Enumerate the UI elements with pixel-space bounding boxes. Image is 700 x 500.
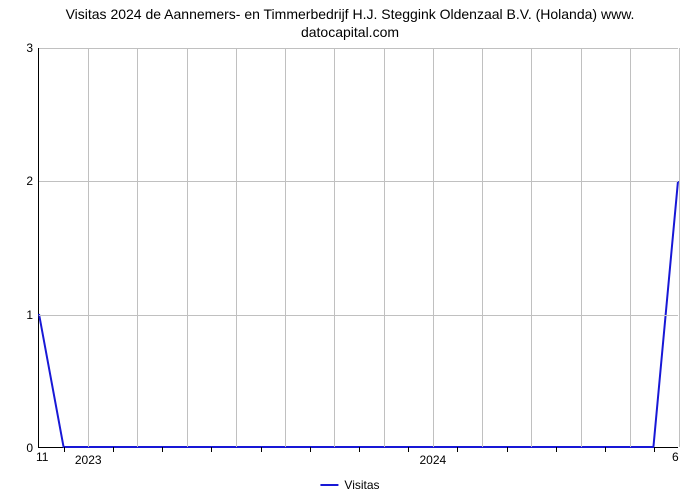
y-tick-label: 3 [9, 41, 39, 55]
x-minor-tick [310, 447, 311, 452]
grid-line-v [236, 48, 237, 447]
chart-container: Visitas 2024 de Aannemers- en Timmerbedr… [0, 0, 700, 500]
x-outer-left-label: 11 [36, 450, 48, 464]
x-major-label: 2024 [419, 447, 446, 467]
plot-area: 012320232024 [38, 48, 678, 448]
x-minor-tick [605, 447, 606, 452]
series-line [39, 48, 678, 447]
grid-line-v [384, 48, 385, 447]
grid-line-v [187, 48, 188, 447]
x-minor-tick [261, 447, 262, 452]
x-minor-tick [556, 447, 557, 452]
grid-line-v [531, 48, 532, 447]
grid-line-v [482, 48, 483, 447]
x-major-label: 2023 [75, 447, 102, 467]
y-tick-label: 0 [9, 441, 39, 455]
x-minor-tick [359, 447, 360, 452]
x-minor-tick [408, 447, 409, 452]
y-tick-label: 2 [9, 174, 39, 188]
chart-title: Visitas 2024 de Aannemers- en Timmerbedr… [0, 6, 700, 41]
x-minor-tick [654, 447, 655, 452]
grid-line-h [39, 315, 678, 316]
y-tick-label: 1 [9, 308, 39, 322]
x-minor-tick [211, 447, 212, 452]
grid-line-h [39, 48, 678, 49]
grid-line-v [679, 48, 680, 447]
grid-line-v [285, 48, 286, 447]
x-minor-tick [64, 447, 65, 452]
legend-swatch [320, 484, 338, 486]
grid-line-v [581, 48, 582, 447]
grid-line-v [137, 48, 138, 447]
grid-line-v [334, 48, 335, 447]
legend-label: Visitas [344, 478, 379, 492]
grid-line-h [39, 181, 678, 182]
x-minor-tick [162, 447, 163, 452]
grid-line-v [88, 48, 89, 447]
grid-line-v [433, 48, 434, 447]
x-outer-right-label: 6 [672, 450, 679, 464]
legend: Visitas [320, 478, 379, 492]
x-minor-tick [507, 447, 508, 452]
grid-line-v [630, 48, 631, 447]
chart-title-line2: datocapital.com [0, 24, 700, 42]
x-minor-tick [457, 447, 458, 452]
chart-title-line1: Visitas 2024 de Aannemers- en Timmerbedr… [0, 6, 700, 24]
x-minor-tick [113, 447, 114, 452]
